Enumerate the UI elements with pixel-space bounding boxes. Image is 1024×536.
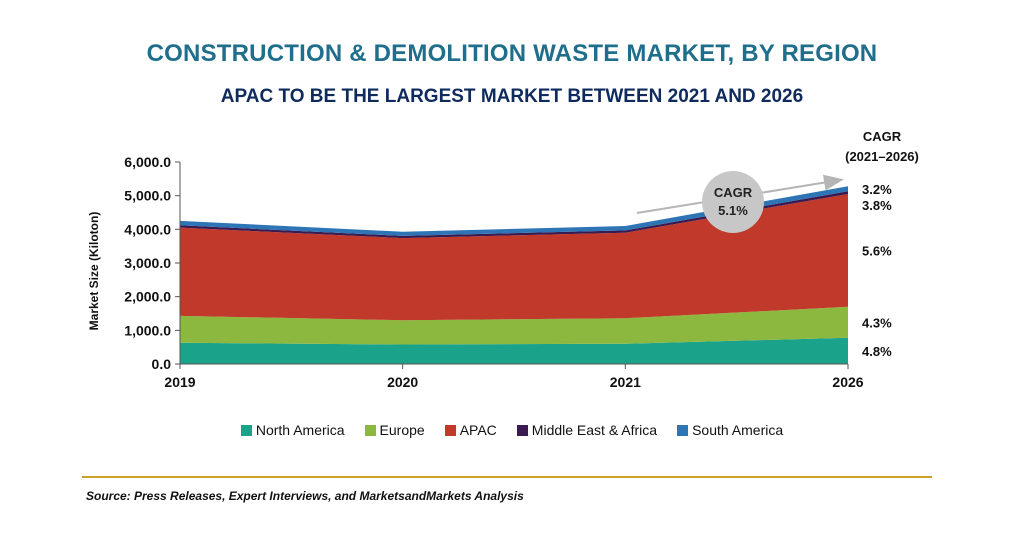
legend-item-europe: Europe: [364, 422, 425, 438]
cagr-label-middle-east-and-africa: 3.8%: [862, 198, 892, 213]
stacked-area-chart: 0.0 1,000.0 2,000.0 3,000.0 4,000.0 5,000.0 6,…: [87, 129, 919, 390]
y-tick-label: 4,000.0: [124, 221, 171, 237]
cagr-labels: 3.2%3.8% 5.6% 4.3% 4.8%: [862, 182, 892, 359]
legend-swatch-europe: [364, 424, 376, 436]
cagr-label-apac: 5.6%: [862, 243, 892, 258]
cagr-callout-circle: [702, 171, 764, 233]
legend-label-middle-east-africa: Middle East & Africa: [531, 422, 658, 438]
cagr-label-europe: 4.3%: [862, 315, 892, 330]
x-tick-label: 2026: [832, 374, 863, 390]
legend-swatch-north-america: [240, 424, 252, 436]
legend-item-middle-east-africa: Middle East & Africa: [516, 422, 658, 438]
y-tick-label: 1,000.0: [124, 322, 171, 338]
chart-subtitle: APAC TO BE THE LARGEST MARKET BETWEEN 20…: [220, 86, 804, 107]
y-tick-label: 6,000.0: [124, 154, 171, 170]
y-axis-title: Market Size (Kiloton): [87, 212, 101, 331]
source-note: Source: Press Releases, Expert Interview…: [86, 489, 524, 503]
x-tick-label: 2021: [610, 374, 641, 390]
area-apac: [180, 193, 848, 321]
x-tick-label: 2019: [164, 374, 195, 390]
legend-swatch-middle-east-africa: [516, 424, 528, 436]
area-north-america: [180, 337, 848, 364]
x-tick-label: 2020: [387, 374, 418, 390]
cagr-callout-value: 5.1%: [718, 203, 748, 218]
y-tick-label: 3,000.0: [124, 255, 171, 271]
y-tick-label: 5,000.0: [124, 188, 171, 204]
axes: 0.0 1,000.0 2,000.0 3,000.0 4,000.0 5,000.0 6,…: [87, 154, 864, 390]
legend-label-europe: Europe: [379, 422, 425, 438]
cagr-callout-label: CAGR: [714, 185, 753, 200]
legend-label-apac: APAC: [459, 422, 497, 438]
cagr-label-south-america: 3.2%: [862, 182, 892, 197]
area-europe: [180, 306, 848, 345]
legend-label-north-america: North America: [255, 422, 345, 438]
legend: North America Europe APAC Middle East & …: [0, 422, 1024, 438]
cagr-label-north-america: 4.8%: [862, 344, 892, 359]
legend-swatch-apac: [444, 424, 456, 436]
chart-title: CONSTRUCTION & DEMOLITION WASTE MARKET, …: [146, 40, 878, 67]
legend-item-south-america: South America: [677, 422, 783, 438]
legend-label-south-america: South America: [692, 422, 784, 438]
y-tick-label: 0.0: [152, 356, 172, 372]
cagr-header: CAGR: [863, 129, 902, 144]
divider: [82, 476, 932, 478]
legend-item-apac: APAC: [444, 422, 497, 438]
legend-swatch-south-america: [677, 424, 689, 436]
y-tick-label: 2,000.0: [124, 289, 171, 305]
area-layers: [180, 186, 848, 364]
cagr-period: (2021–2026): [845, 149, 919, 164]
legend-item-north-america: North America: [240, 422, 345, 438]
